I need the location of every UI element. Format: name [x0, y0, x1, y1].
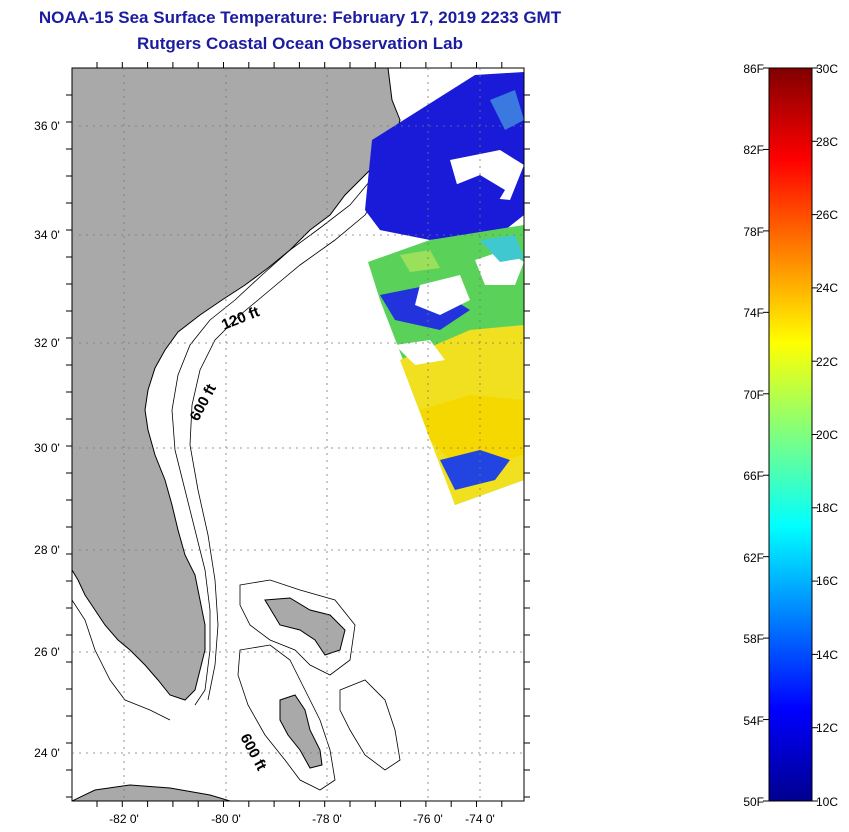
lon-label: -82 0': [109, 812, 139, 826]
colorbar-f-label: 54F: [743, 714, 764, 728]
contour-west-florida: [72, 599, 171, 721]
colorbar-c-label: 10C: [816, 795, 838, 809]
lat-label: 36 0': [34, 119, 60, 133]
colorbar-f-label: 74F: [743, 306, 764, 320]
cuba-landmass: [72, 784, 231, 801]
colorbar-c-label: 18C: [816, 501, 838, 515]
contour-bahamas: [239, 579, 356, 676]
contour-bahamas-2: [237, 644, 336, 791]
colorbar-c-label: 16C: [816, 574, 838, 588]
colorbar-f-label: 86F: [743, 62, 764, 76]
contour-120ft: [171, 139, 391, 706]
colorbar-f-label: 66F: [743, 469, 764, 483]
colorbar-f-label: 58F: [743, 632, 764, 646]
contour-600ft: [189, 149, 396, 701]
colorbar-c-label: 24C: [816, 281, 838, 295]
colorbar-ticks: [763, 67, 818, 802]
bahamas-island-2: [279, 694, 323, 769]
sst-swath: [365, 72, 524, 505]
lon-label: -78 0': [312, 812, 342, 826]
colorbar-f-label: 50F: [743, 795, 764, 809]
colorbar-c-label: 26C: [816, 208, 838, 222]
map-frame: [71, 67, 525, 802]
colorbar-c-label: 14C: [816, 648, 838, 662]
frame-ticks: [66, 62, 530, 807]
lat-label: 30 0': [34, 441, 60, 455]
lat-label: 34 0': [34, 228, 60, 242]
lat-label: 24 0': [34, 746, 60, 760]
lon-label: -74 0': [465, 812, 495, 826]
lon-label: -80 0': [211, 812, 241, 826]
colorbar-c-label: 20C: [816, 428, 838, 442]
contour-bahamas-3: [339, 679, 401, 771]
colorbar-c-label: 22C: [816, 355, 838, 369]
lat-label: 26 0': [34, 645, 60, 659]
colorbar-f-label: 82F: [743, 143, 764, 157]
bahamas-island-1: [264, 597, 346, 656]
lon-label: -76 0': [413, 812, 443, 826]
colorbar-f-label: 62F: [743, 551, 764, 565]
grid-lines: [72, 68, 524, 801]
lat-label: 32 0': [34, 336, 60, 350]
colorbar-f-label: 78F: [743, 225, 764, 239]
colorbar-f-label: 70F: [743, 388, 764, 402]
lat-label: 28 0': [34, 543, 60, 557]
us-landmass: [72, 68, 401, 701]
colorbar-c-label: 12C: [816, 721, 838, 735]
page-title: NOAA-15 Sea Surface Temperature: Februar…: [38, 8, 562, 27]
colorbar: [768, 67, 813, 802]
page-subtitle: Rutgers Coastal Ocean Observation Lab: [137, 34, 463, 53]
colorbar-c-label: 30C: [816, 62, 838, 76]
colorbar-c-label: 28C: [816, 135, 838, 149]
